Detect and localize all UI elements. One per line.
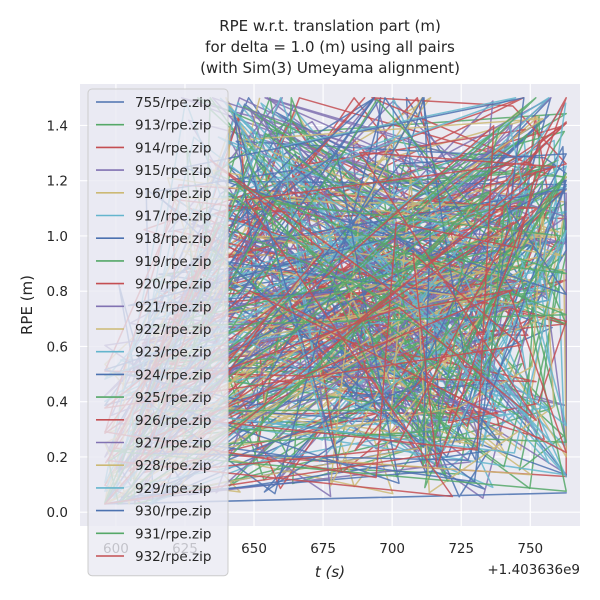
x-tick-label: 725 [448, 541, 474, 557]
legend-entry: 914/rpe.zip [135, 140, 211, 156]
legend: 755/rpe.zip 913/rpe.zip 914/rpe.zip 915/rpe… [87, 88, 229, 577]
legend-entry: 927/rpe.zip [135, 436, 211, 452]
legend-entry: 929/rpe.zip [135, 481, 211, 497]
chart-title-line-3: (with Sim(3) Umeyama alignment) [200, 59, 460, 77]
legend-entry: 916/rpe.zip [135, 186, 211, 202]
y-tick-label: 0.0 [47, 505, 68, 521]
legend-box [87, 88, 229, 577]
x-axis-offset: +1.403636e9 [487, 562, 580, 578]
y-tick-label: 0.6 [47, 339, 68, 355]
x-tick-label: 700 [379, 541, 405, 557]
legend-entry: 921/rpe.zip [135, 299, 211, 315]
legend-entry: 919/rpe.zip [135, 254, 211, 270]
x-tick-label: 675 [310, 541, 336, 557]
legend-entry: 932/rpe.zip [135, 549, 211, 565]
y-tick-label: 0.8 [47, 284, 68, 300]
x-tick-label: 650 [241, 541, 267, 557]
legend-entry: 755/rpe.zip [135, 95, 211, 111]
y-tick-label: 1.4 [47, 118, 68, 134]
y-tick-label: 0.4 [47, 395, 68, 411]
y-tick-label: 1.2 [47, 174, 68, 190]
y-tick-labels: 0.0 0.2 0.4 0.6 0.8 1.0 1.2 1.4 [47, 118, 68, 521]
legend-entry: 931/rpe.zip [135, 526, 211, 542]
legend-entry: 918/rpe.zip [135, 231, 211, 247]
legend-entry: 926/rpe.zip [135, 413, 211, 429]
series-line-930 [104, 97, 567, 505]
legend-entry: 923/rpe.zip [135, 345, 211, 361]
y-tick-label: 1.0 [47, 229, 68, 245]
x-axis-label: t (s) [315, 563, 345, 581]
legend-entry: 930/rpe.zip [135, 504, 211, 520]
chart-title-line-2: for delta = 1.0 (m) using all pairs [205, 38, 455, 56]
series-line-931 [104, 97, 567, 505]
chart-title-line-1: RPE w.r.t. translation part (m) [219, 17, 441, 35]
y-axis-label: RPE (m) [18, 275, 36, 335]
legend-entry: 917/rpe.zip [135, 209, 211, 225]
y-tick-label: 0.2 [47, 450, 68, 466]
x-tick-label: 750 [517, 541, 543, 557]
legend-entry: 913/rpe.zip [135, 118, 211, 134]
legend-entry: 924/rpe.zip [135, 367, 211, 383]
legend-entry: 925/rpe.zip [135, 390, 211, 406]
legend-entry: 922/rpe.zip [135, 322, 211, 338]
legend-entry: 928/rpe.zip [135, 458, 211, 474]
legend-entry: 915/rpe.zip [135, 163, 211, 179]
legend-entry: 920/rpe.zip [135, 277, 211, 293]
